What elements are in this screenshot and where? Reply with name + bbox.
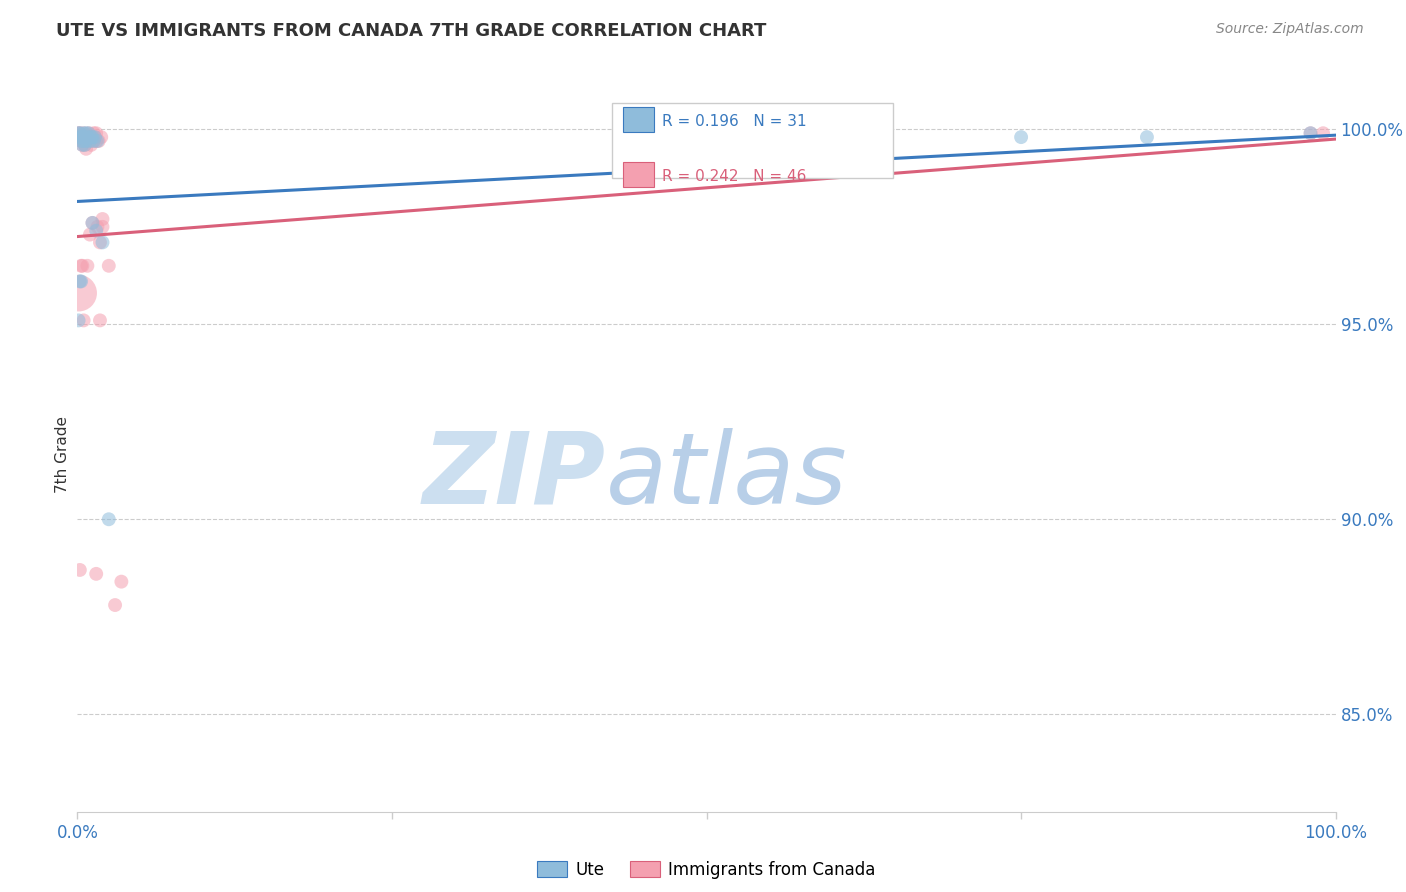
Point [72, 134, 94, 148]
Point [79, 130, 101, 145]
Point [72, 259, 94, 273]
Point [79, 227, 101, 242]
Point [80, 137, 103, 152]
Point [69, 126, 91, 140]
Point [82, 130, 104, 145]
Point [91, 212, 114, 227]
Point [86, 134, 108, 148]
Point [73, 130, 96, 145]
Point [70, 134, 93, 148]
Point [89, 235, 111, 250]
Point [69, 130, 91, 145]
Point [72, 313, 94, 327]
Point [84, 130, 107, 145]
Point [70, 259, 93, 273]
Point [72, 137, 94, 152]
Point [69, 274, 91, 288]
Point [1299, 126, 1322, 140]
Point [84, 126, 107, 140]
Point [97, 259, 120, 273]
Point [72, 130, 94, 145]
Point [79, 134, 101, 148]
Point [67, 313, 90, 327]
Point [84, 134, 107, 148]
Y-axis label: 7th Grade: 7th Grade [55, 417, 70, 493]
Point [79, 134, 101, 148]
Point [72, 134, 94, 148]
Point [1312, 126, 1334, 140]
Point [110, 574, 132, 589]
Point [69, 563, 91, 577]
Point [75, 126, 97, 140]
Point [82, 216, 104, 230]
Point [73, 130, 96, 145]
Point [70, 134, 93, 148]
Point [73, 137, 96, 152]
Point [87, 134, 110, 148]
Point [104, 598, 127, 612]
Point [1299, 126, 1322, 140]
Point [70, 274, 93, 288]
Point [75, 142, 97, 156]
Point [1010, 130, 1032, 145]
Point [82, 216, 104, 230]
Point [82, 130, 104, 145]
Point [72, 130, 94, 145]
Point [80, 130, 103, 145]
Point [72, 126, 94, 140]
Text: ZIP: ZIP [423, 428, 606, 524]
Point [91, 235, 114, 250]
Point [84, 566, 107, 581]
Point [76, 134, 98, 148]
Point [72, 126, 94, 140]
Point [97, 512, 120, 526]
Point [75, 134, 97, 148]
Point [76, 130, 98, 145]
Point [70, 130, 93, 145]
Point [76, 259, 98, 273]
Text: atlas: atlas [606, 428, 848, 524]
Point [77, 126, 100, 140]
Point [83, 134, 105, 148]
Point [83, 126, 105, 140]
Point [83, 134, 105, 148]
Point [77, 126, 100, 140]
Point [1136, 130, 1159, 145]
Point [72, 137, 94, 152]
Point [70, 130, 93, 145]
Point [90, 130, 112, 145]
Text: R = 0.196   N = 31: R = 0.196 N = 31 [662, 114, 807, 129]
Point [84, 130, 107, 145]
Point [84, 224, 107, 238]
Point [69, 126, 91, 140]
Point [91, 219, 114, 234]
Legend: Ute, Immigrants from Canada: Ute, Immigrants from Canada [531, 855, 882, 886]
Point [67, 286, 90, 301]
Point [86, 219, 108, 234]
Point [75, 134, 97, 148]
Point [76, 130, 98, 145]
Point [73, 137, 96, 152]
Point [67, 126, 90, 140]
Point [67, 126, 90, 140]
Text: UTE VS IMMIGRANTS FROM CANADA 7TH GRADE CORRELATION CHART: UTE VS IMMIGRANTS FROM CANADA 7TH GRADE … [56, 22, 766, 40]
Point [69, 130, 91, 145]
Point [89, 313, 111, 327]
Text: Source: ZipAtlas.com: Source: ZipAtlas.com [1216, 22, 1364, 37]
Text: R = 0.242   N = 46: R = 0.242 N = 46 [662, 169, 807, 185]
